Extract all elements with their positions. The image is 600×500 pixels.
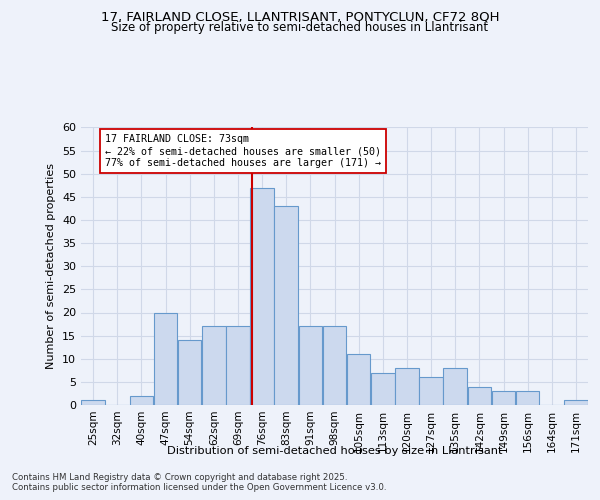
Bar <box>491 391 515 405</box>
Text: Distribution of semi-detached houses by size in Llantrisant: Distribution of semi-detached houses by … <box>167 446 503 456</box>
Bar <box>154 312 178 405</box>
Bar <box>250 188 274 405</box>
Bar <box>178 340 202 405</box>
Bar <box>467 386 491 405</box>
Bar <box>564 400 588 405</box>
Bar <box>299 326 322 405</box>
Y-axis label: Number of semi-detached properties: Number of semi-detached properties <box>46 163 56 369</box>
Bar <box>347 354 370 405</box>
Bar <box>419 377 443 405</box>
Text: Contains HM Land Registry data © Crown copyright and database right 2025.: Contains HM Land Registry data © Crown c… <box>12 472 347 482</box>
Bar <box>443 368 467 405</box>
Bar <box>226 326 250 405</box>
Text: Size of property relative to semi-detached houses in Llantrisant: Size of property relative to semi-detach… <box>112 22 488 35</box>
Bar <box>395 368 419 405</box>
Bar <box>323 326 346 405</box>
Bar <box>516 391 539 405</box>
Bar <box>130 396 153 405</box>
Bar <box>274 206 298 405</box>
Text: 17, FAIRLAND CLOSE, LLANTRISANT, PONTYCLUN, CF72 8QH: 17, FAIRLAND CLOSE, LLANTRISANT, PONTYCL… <box>101 11 499 24</box>
Bar <box>371 372 395 405</box>
Text: Contains public sector information licensed under the Open Government Licence v3: Contains public sector information licen… <box>12 484 386 492</box>
Text: 17 FAIRLAND CLOSE: 73sqm
← 22% of semi-detached houses are smaller (50)
77% of s: 17 FAIRLAND CLOSE: 73sqm ← 22% of semi-d… <box>105 134 381 168</box>
Bar <box>81 400 105 405</box>
Bar <box>202 326 226 405</box>
